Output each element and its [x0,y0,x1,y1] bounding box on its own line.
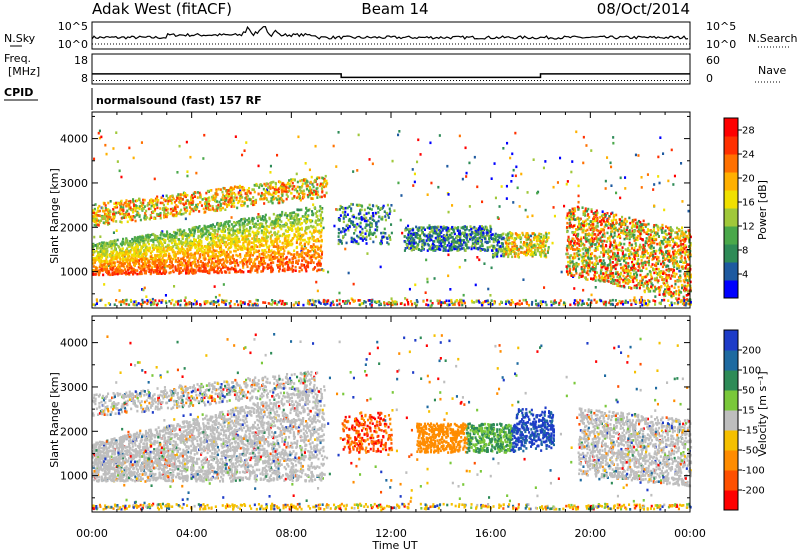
power-colorbar: 4 8 12 16 20 24 28 [723,117,755,299]
nave-tick-bottom: 0 [706,72,713,85]
power-ytick-1: 2000 [60,221,88,234]
velocity-colorbar-tick-0: 200 [742,346,761,357]
xtick-1: 04:00 [176,527,208,540]
velocity-colorbar-swatch-6 [724,370,738,391]
power-colorbar-swatch-1 [724,262,738,281]
noise-tick-left-top: 10^5 [58,20,88,33]
xtick-6: 00:00 [674,527,706,540]
cpid-value: normalsound (fast) 157 RF [96,94,262,107]
noise-trace [91,25,690,45]
xtick-5: 20:00 [574,527,606,540]
power-tickmarks [91,112,691,308]
power-ytick-2: 3000 [60,177,88,190]
beam-title: Beam 14 [361,0,428,18]
power-colorbar-tick-5: 24 [742,150,755,161]
radar-title: Adak West (fitACF) [92,0,232,18]
velocity-tickmarks [91,316,691,512]
power-colorbar-tick-0: 4 [742,270,748,281]
time-axis-label: Time UT [371,539,417,552]
power-colorbar-swatch-0 [724,280,738,299]
velocity-ytick-2: 3000 [60,381,88,394]
velocity-colorbar: 200 100 50 15 -15 -50 -100 -200 [723,329,765,511]
noise-tick-right-top: 10^5 [706,20,736,33]
noise-sky-line [91,25,689,40]
velocity-ytick-3: 4000 [60,337,88,350]
power-colorbar-tick-3: 16 [742,198,755,209]
noise-tick-left-bottom: 10^0 [58,38,88,51]
time-axis: 00:00 04:00 08:00 12:00 16:00 20:00 00:00 [76,527,706,540]
xtick-0: 00:00 [76,527,108,540]
velocity-data [92,333,693,513]
noise-panel: N.Sky N.Search 10^5 10^0 10^5 10^0 [4,20,798,51]
freq-label-1: Freq. [4,52,31,65]
velocity-colorbar-tick-1: 100 [742,366,761,377]
velocity-colorbar-swatch-0 [724,490,738,511]
power-ylabel: Slant Range [km] [48,168,61,264]
nsky-label: N.Sky [4,32,36,45]
power-colorbar-swatch-8 [724,136,738,155]
velocity-colorbar-swatch-5 [724,390,738,411]
power-panel: Slant Range [km] 1000 2000 3000 4000 4 8 12 16… [48,111,769,309]
power-colorbar-swatch-7 [724,154,738,173]
velocity-colorbar-swatch-8 [724,330,738,351]
velocity-yticks: 1000 2000 3000 4000 [60,337,88,483]
velocity-colorbar-label: Velocity [m s⁻¹] [756,371,769,456]
freq-tick-top: 18 [74,54,88,67]
power-colorbar-label: Power [dB] [756,180,769,240]
nsearch-label: N.Search [748,32,798,45]
power-colorbar-swatch-4 [724,208,738,227]
xtick-4: 16:00 [475,527,507,540]
frequency-frame [91,53,691,85]
velocity-colorbar-tick-3: 15 [742,406,755,417]
power-colorbar-tick-4: 20 [742,174,755,185]
freq-label-2: [MHz] [8,65,40,78]
power-colorbar-tick-2: 12 [742,222,755,233]
xtick-3: 12:00 [375,527,407,540]
velocity-colorbar-tick-7: -200 [742,486,765,497]
freq-tick-bottom: 8 [81,72,88,85]
xtick-2: 08:00 [275,527,307,540]
noise-tick-right-bottom: 10^0 [706,38,736,51]
velocity-colorbar-swatch-3 [724,430,738,451]
cpid-label: CPID [4,86,33,99]
nave-tick-top: 60 [706,54,720,67]
frequency-line [92,73,690,79]
power-ytick-0: 1000 [60,266,88,279]
power-colorbar-tick-1: 8 [742,246,748,257]
velocity-panel: Slant Range [km] 1000 2000 3000 4000 200 100… [48,315,769,513]
velocity-colorbar-swatch-2 [724,450,738,471]
velocity-colorbar-swatch-7 [724,350,738,371]
noise-frame [91,21,691,50]
nave-label: Nave [758,64,786,77]
velocity-ytick-1: 2000 [60,425,88,438]
velocity-frame [91,315,691,513]
power-colorbar-tick-6: 28 [742,126,755,137]
frequency-panel: Freq. [MHz] 18 8 60 0 Nave [4,52,786,85]
velocity-colorbar-tick-5: -50 [742,446,758,457]
power-ytick-3: 4000 [60,133,88,146]
power-colorbar-swatch-5 [724,190,738,209]
date-title: 08/Oct/2014 [597,0,690,18]
power-colorbar-swatch-2 [724,244,738,263]
velocity-ylabel: Slant Range [km] [48,372,61,468]
velocity-colorbar-swatch-4 [724,410,738,431]
velocity-ytick-0: 1000 [60,470,88,483]
power-colorbar-swatch-6 [724,172,738,191]
power-yticks: 1000 2000 3000 4000 [60,133,88,279]
cpid-panel: CPID normalsound (fast) 157 RF [4,86,262,110]
velocity-colorbar-tick-2: 50 [742,386,755,397]
power-colorbar-swatch-9 [724,118,738,137]
velocity-colorbar-tick-4: -15 [742,426,758,437]
velocity-colorbar-tick-6: -100 [742,466,765,477]
velocity-colorbar-swatch-1 [724,470,738,491]
power-data [92,129,692,309]
power-colorbar-swatch-3 [724,226,738,245]
